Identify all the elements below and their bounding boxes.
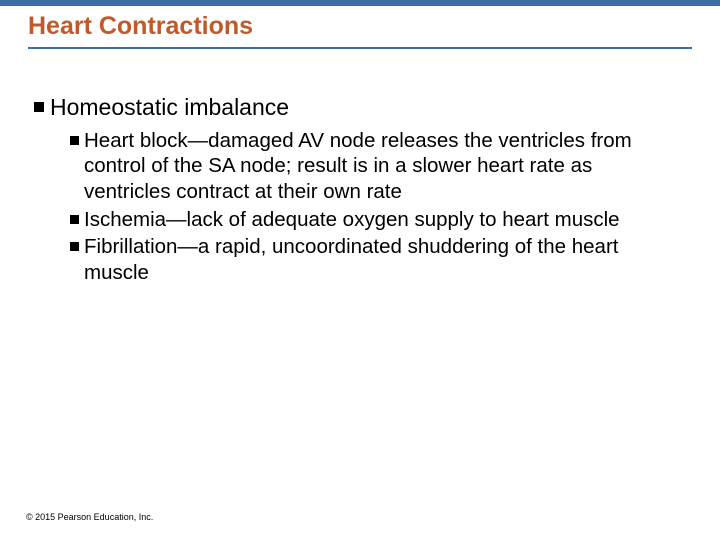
- level2-text: Heart block—damaged AV node releases the…: [84, 128, 680, 205]
- content-area: Homeostatic imbalance Heart block—damage…: [0, 49, 720, 286]
- square-bullet-icon: [70, 215, 79, 224]
- square-bullet-icon: [70, 136, 79, 145]
- slide-title: Heart Contractions: [28, 12, 720, 41]
- level2-text: Fibrillation—a rapid, uncoordinated shud…: [84, 234, 680, 285]
- level2-text: Ischemia—lack of adequate oxygen supply …: [84, 207, 620, 233]
- copyright-footer: © 2015 Pearson Education, Inc.: [26, 512, 153, 522]
- bullet-level2: Ischemia—lack of adequate oxygen supply …: [70, 207, 680, 233]
- bullet-level2: Fibrillation—a rapid, uncoordinated shud…: [70, 234, 680, 285]
- level2-list: Heart block—damaged AV node releases the…: [34, 128, 680, 286]
- title-wrap: Heart Contractions: [0, 6, 720, 45]
- slide: Heart Contractions Homeostatic imbalance…: [0, 0, 720, 540]
- square-bullet-icon: [34, 102, 44, 112]
- square-bullet-icon: [70, 242, 79, 251]
- level1-text: Homeostatic imbalance: [50, 93, 289, 122]
- bullet-level1: Homeostatic imbalance: [34, 93, 680, 122]
- bullet-level2: Heart block—damaged AV node releases the…: [70, 128, 680, 205]
